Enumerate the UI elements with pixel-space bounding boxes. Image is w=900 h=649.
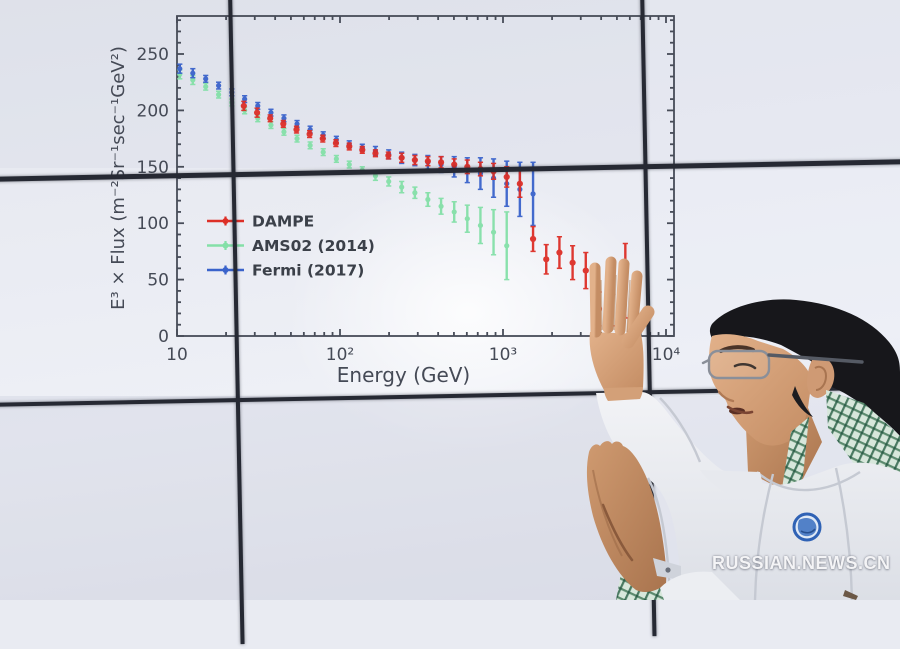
presenter xyxy=(586,256,900,600)
coat-pen xyxy=(843,590,858,600)
shirt-collar-right xyxy=(826,390,900,488)
svg-text:10: 10 xyxy=(166,345,188,365)
svg-text:100: 100 xyxy=(137,214,169,234)
svg-text:10²: 10² xyxy=(326,345,354,365)
legend-label: AMS02 (2014) xyxy=(252,237,375,255)
x-axis-label: Energy (GeV) xyxy=(337,363,470,387)
lower-sleeve xyxy=(660,571,740,600)
ear-fold xyxy=(814,365,828,391)
coat-collar-fold xyxy=(700,470,766,500)
presenter-eye xyxy=(733,362,757,370)
svg-text:10³: 10³ xyxy=(489,345,517,365)
svg-text:50: 50 xyxy=(147,271,169,291)
presenter-face xyxy=(708,334,812,446)
watermark: RUSSIAN.NEWS.CN xyxy=(712,553,891,573)
svg-text:10⁴: 10⁴ xyxy=(652,345,681,365)
svg-text:0: 0 xyxy=(158,327,169,347)
presenter-sideburn xyxy=(792,386,813,417)
presenter-nose xyxy=(717,390,735,403)
chart-legend: DAMPE AMS02 (2014) Fermi (2017) xyxy=(207,213,375,280)
legend-label: DAMPE xyxy=(252,213,314,231)
lower-hand xyxy=(586,441,681,600)
svg-text:250: 250 xyxy=(137,45,169,65)
presenter-lip xyxy=(726,405,754,415)
presenter-ear xyxy=(807,357,835,398)
presenter-hair xyxy=(709,299,900,436)
legend-label: Fermi (2017) xyxy=(252,262,364,280)
svg-text:200: 200 xyxy=(137,101,169,121)
badge-pin xyxy=(792,512,822,542)
raised-hand xyxy=(589,256,655,401)
glasses xyxy=(701,349,864,380)
